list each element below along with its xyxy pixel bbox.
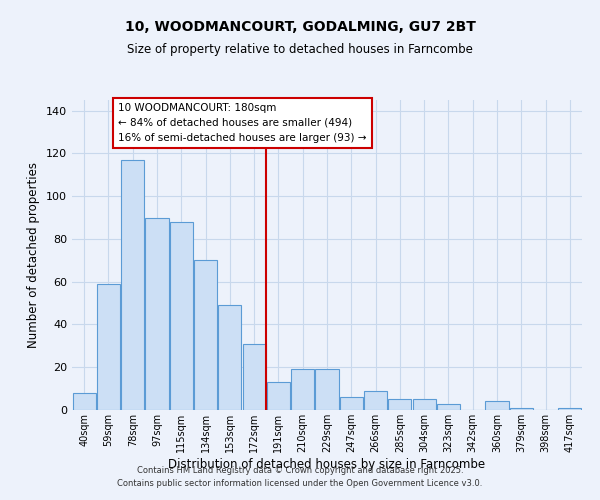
Bar [485,402,509,410]
Text: Size of property relative to detached houses in Farncombe: Size of property relative to detached ho… [127,42,473,56]
Bar [145,218,169,410]
Bar [194,260,217,410]
Bar [291,370,314,410]
Bar [388,400,412,410]
Bar [242,344,266,410]
Bar [170,222,193,410]
Bar [267,382,290,410]
Bar [97,284,120,410]
Bar [559,408,581,410]
Bar [413,400,436,410]
Bar [437,404,460,410]
Text: 10, WOODMANCOURT, GODALMING, GU7 2BT: 10, WOODMANCOURT, GODALMING, GU7 2BT [125,20,475,34]
Bar [364,391,387,410]
Y-axis label: Number of detached properties: Number of detached properties [28,162,40,348]
Bar [510,408,533,410]
Bar [218,305,241,410]
Bar [73,393,95,410]
X-axis label: Distribution of detached houses by size in Farncombe: Distribution of detached houses by size … [169,458,485,470]
Bar [340,397,363,410]
Bar [121,160,144,410]
Text: 10 WOODMANCOURT: 180sqm
← 84% of detached houses are smaller (494)
16% of semi-d: 10 WOODMANCOURT: 180sqm ← 84% of detache… [118,103,367,142]
Bar [316,370,338,410]
Text: Contains HM Land Registry data © Crown copyright and database right 2025.
Contai: Contains HM Land Registry data © Crown c… [118,466,482,487]
